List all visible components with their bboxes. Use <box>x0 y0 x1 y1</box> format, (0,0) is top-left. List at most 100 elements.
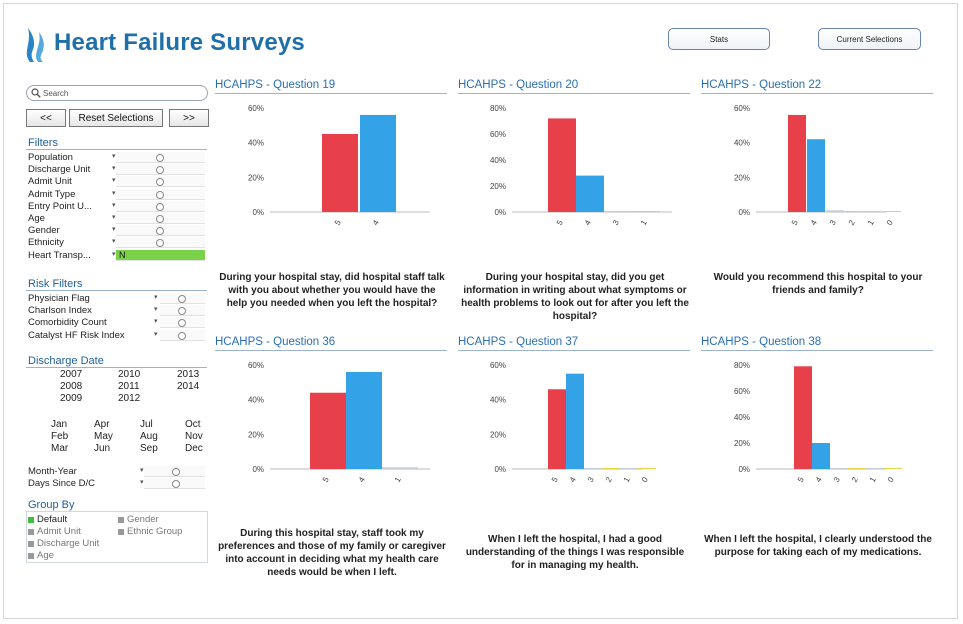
filter-row[interactable]: Discharge Unit ▾ <box>28 164 206 176</box>
chevron-down-icon[interactable]: ▾ <box>154 306 158 314</box>
filter-row[interactable]: Admit Unit ▾ <box>28 176 206 188</box>
month-year-filter[interactable]: Month-Year ▾ <box>28 466 206 477</box>
chevron-down-icon[interactable]: ▾ <box>112 177 116 185</box>
bar[interactable] <box>566 373 584 469</box>
filter-row[interactable]: Age ▾ <box>28 213 206 224</box>
year-item[interactable]: 2013 <box>177 369 200 380</box>
chevron-down-icon[interactable]: ▾ <box>112 250 116 258</box>
bar[interactable] <box>548 118 576 212</box>
days-since-box[interactable] <box>144 478 205 489</box>
risk-filter-row[interactable]: Physician Flag ▾ <box>28 293 206 304</box>
days-since-filter[interactable]: Days Since D/C ▾ <box>28 478 206 489</box>
bar[interactable] <box>830 468 848 469</box>
month-item[interactable]: Mar <box>51 443 69 454</box>
filter-row[interactable]: Population ▾ <box>28 152 206 163</box>
month-item[interactable]: Aug <box>140 431 158 442</box>
filter-box[interactable] <box>116 200 205 212</box>
bar[interactable] <box>638 468 656 469</box>
year-item[interactable]: 2014 <box>177 381 200 392</box>
chevron-down-icon[interactable]: ▾ <box>154 330 158 338</box>
filter-box[interactable] <box>116 237 205 249</box>
chevron-down-icon[interactable]: ▾ <box>154 294 158 301</box>
bar[interactable] <box>584 468 602 469</box>
year-item[interactable]: 2008 <box>60 381 83 392</box>
filter-box[interactable]: N <box>116 249 205 261</box>
filter-row[interactable]: Heart Transp... ▾ N <box>28 249 206 261</box>
group-by-option[interactable]: Ethnic Group <box>118 526 182 537</box>
filter-row[interactable]: Entry Point U... ▾ <box>28 200 206 212</box>
filter-row[interactable]: Admit Type ▾ <box>28 188 206 200</box>
month-item[interactable]: May <box>94 431 113 442</box>
chevron-down-icon[interactable]: ▾ <box>112 189 116 197</box>
bar[interactable] <box>322 134 358 212</box>
bar[interactable] <box>346 371 382 469</box>
chevron-down-icon[interactable]: ▾ <box>112 214 116 221</box>
bar[interactable] <box>864 211 882 212</box>
bar[interactable] <box>632 211 660 212</box>
year-item[interactable]: 2011 <box>118 381 140 392</box>
month-item[interactable]: Nov <box>185 431 203 442</box>
month-item[interactable]: Feb <box>51 431 69 442</box>
filter-box[interactable] <box>116 188 205 200</box>
bar[interactable] <box>845 211 863 212</box>
search-input[interactable]: Search <box>26 85 208 101</box>
month-item[interactable]: Apr <box>94 419 110 430</box>
month-item[interactable]: Sep <box>140 443 158 454</box>
current-selections-button[interactable]: Current Selections <box>818 28 921 50</box>
bar[interactable] <box>382 467 418 469</box>
filter-box[interactable] <box>116 164 205 176</box>
risk-filter-row[interactable]: Comorbidity Count ▾ <box>28 317 206 329</box>
month-item[interactable]: Jul <box>140 419 153 430</box>
bar[interactable] <box>604 211 632 212</box>
year-item[interactable]: 2012 <box>118 393 141 404</box>
bar[interactable] <box>812 443 830 469</box>
filter-row[interactable]: Ethnicity ▾ <box>28 237 206 249</box>
group-by-option[interactable]: Age <box>28 550 54 561</box>
bar[interactable] <box>884 468 902 469</box>
year-item[interactable]: 2009 <box>60 393 83 404</box>
chevron-down-icon[interactable]: ▾ <box>154 318 158 326</box>
bar[interactable] <box>883 211 901 212</box>
group-by-option[interactable]: Discharge Unit <box>28 538 99 549</box>
bar[interactable] <box>548 389 566 469</box>
risk-filter-row[interactable]: Catalyst HF Risk Index ▾ <box>28 329 206 341</box>
bar[interactable] <box>866 468 884 469</box>
filter-box[interactable] <box>116 213 205 224</box>
bar[interactable] <box>807 139 825 212</box>
bar[interactable] <box>360 114 396 212</box>
reset-selections-button[interactable]: Reset Selections <box>69 109 163 127</box>
risk-filter-box[interactable] <box>160 317 205 329</box>
group-by-option[interactable]: Admit Unit <box>28 526 81 537</box>
year-item[interactable]: 2007 <box>60 369 83 380</box>
chevron-down-icon[interactable]: ▾ <box>112 201 116 209</box>
previous-button[interactable]: << <box>26 109 66 127</box>
filter-row[interactable]: Gender ▾ <box>28 225 206 237</box>
chevron-down-icon[interactable]: ▾ <box>140 467 144 474</box>
next-button[interactable]: >> <box>169 109 209 127</box>
month-item[interactable]: Jan <box>51 419 68 430</box>
chevron-down-icon[interactable]: ▾ <box>112 153 116 160</box>
risk-filter-box[interactable] <box>160 329 205 341</box>
chevron-down-icon[interactable]: ▾ <box>112 165 116 173</box>
risk-filter-box[interactable] <box>160 293 205 304</box>
month-item[interactable]: Jun <box>94 443 111 454</box>
group-by-option[interactable]: Gender <box>118 514 159 525</box>
month-year-box[interactable] <box>144 466 205 477</box>
risk-filter-box[interactable] <box>160 305 205 317</box>
bar[interactable] <box>848 468 866 469</box>
stats-button[interactable]: Stats <box>668 28 770 50</box>
chevron-down-icon[interactable]: ▾ <box>112 226 116 234</box>
filter-box[interactable] <box>116 176 205 188</box>
risk-filter-row[interactable]: Charlson Index ▾ <box>28 305 206 317</box>
bar[interactable] <box>310 392 346 469</box>
bar[interactable] <box>788 114 806 212</box>
year-item[interactable]: 2010 <box>118 369 141 380</box>
bar[interactable] <box>602 468 620 469</box>
bar[interactable] <box>826 210 844 212</box>
filter-box[interactable] <box>116 225 205 237</box>
bar[interactable] <box>620 468 638 469</box>
filter-box[interactable] <box>116 152 205 163</box>
month-item[interactable]: Dec <box>185 443 203 454</box>
chevron-down-icon[interactable]: ▾ <box>140 479 144 486</box>
bar[interactable] <box>794 366 812 469</box>
